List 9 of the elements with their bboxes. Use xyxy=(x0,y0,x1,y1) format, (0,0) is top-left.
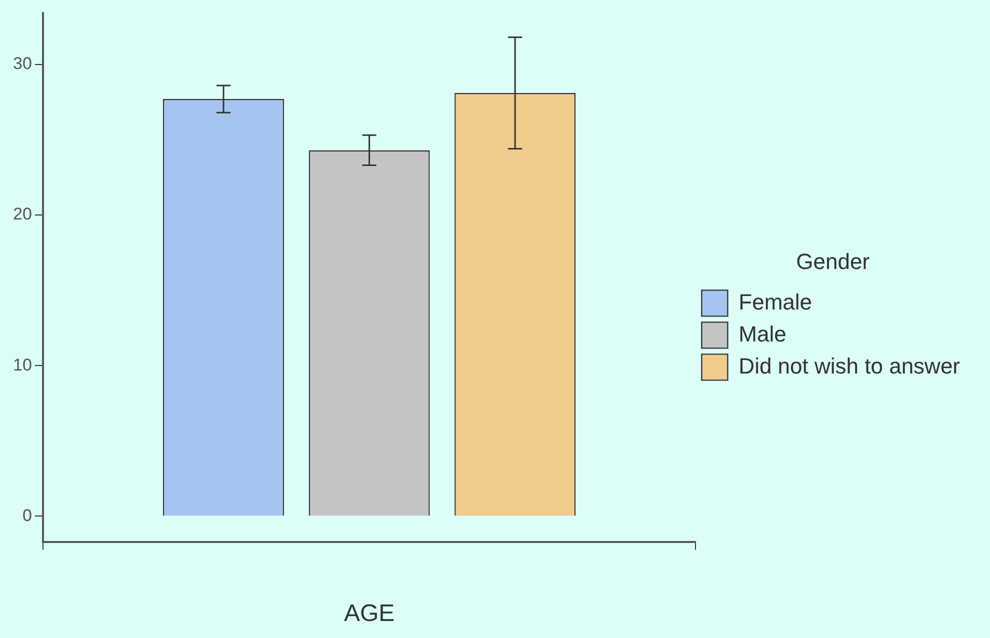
y-tick-label: 0 xyxy=(22,506,32,525)
x-axis-title: AGE xyxy=(344,600,395,628)
legend-title: Gender xyxy=(796,248,870,274)
y-tick-label: 30 xyxy=(12,54,32,74)
legend-label: Male xyxy=(738,321,786,346)
legend-label: Did not wish to answer xyxy=(738,353,960,378)
y-tick-label: 20 xyxy=(12,204,32,224)
legend-label: Female xyxy=(738,289,812,314)
y-tick-label: 10 xyxy=(12,355,32,374)
